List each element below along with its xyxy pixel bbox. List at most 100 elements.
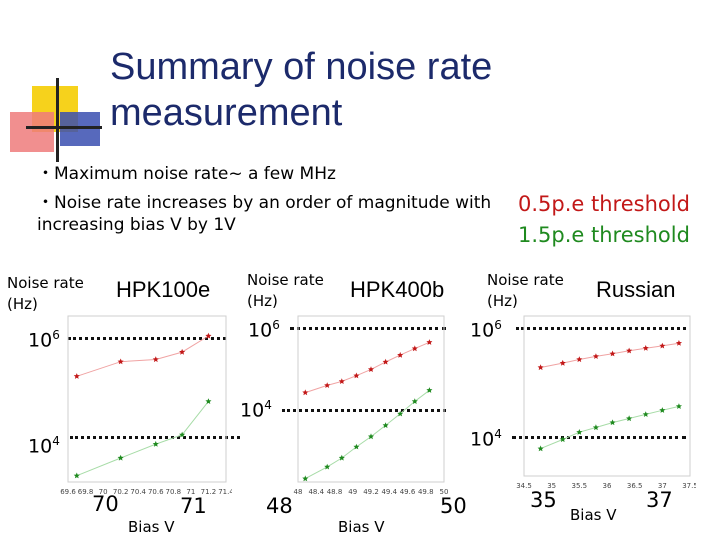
x-tick-label: 70 xyxy=(99,488,108,496)
bullet-max-rate: ・Maximum noise rate~ a few MHz xyxy=(37,164,336,184)
point-1p5pe xyxy=(411,398,418,404)
ref-line-1e6-panel-2 xyxy=(290,327,446,330)
logo-blue-block xyxy=(60,112,100,146)
point-1p5pe xyxy=(324,463,331,470)
exp4-label-panel-3: 104 xyxy=(470,427,502,451)
series-line-0p5pe xyxy=(76,335,209,377)
title-line-1: Summary of noise rate xyxy=(110,46,493,88)
logo-horizontal-rule xyxy=(26,126,102,129)
point-1p5pe xyxy=(353,443,360,450)
x-tick-label: 48 xyxy=(294,488,303,496)
ylabel-panel-2: Noise rate (Hz) xyxy=(247,270,324,312)
point-0p5pe xyxy=(426,339,433,345)
point-0p5pe xyxy=(73,373,80,379)
ref-line-1e6-panel-3 xyxy=(516,327,686,330)
point-1p5pe xyxy=(117,454,124,461)
bias-v-panel-3: Bias V xyxy=(570,506,617,524)
point-1p5pe xyxy=(609,419,616,426)
point-1p5pe xyxy=(675,403,682,409)
ref-line-1e4-panel-1 xyxy=(70,436,240,439)
x-tick-label: 37 xyxy=(658,482,667,490)
logo-red-block xyxy=(10,112,54,152)
point-1p5pe xyxy=(205,398,212,404)
panel-2-name: HPK400b xyxy=(350,277,445,302)
exp6-label-panel-3: 106 xyxy=(470,318,502,342)
x-tick-label: 49 xyxy=(348,488,357,496)
point-1p5pe xyxy=(592,424,599,431)
x-tick-label: 70.8 xyxy=(166,488,182,496)
x-tick-label: 69.8 xyxy=(78,488,94,496)
chart-russian: 34.5 35 35.5 36 36.5 37 37.5 xyxy=(516,315,696,490)
ylabel-panel-3: Noise rate (Hz) xyxy=(487,270,564,312)
x-tick-label: 49.2 xyxy=(363,488,379,496)
chart-hpk400b: 48 48.4 48.8 49 49.2 49.4 49.6 49.8 50 xyxy=(294,315,449,496)
x-left-panel-2: 48 xyxy=(266,494,293,518)
x-tick-label: 49.8 xyxy=(418,488,434,496)
series-line-1p5pe xyxy=(305,389,430,480)
x-tick-label: 36.5 xyxy=(627,482,643,490)
point-1p5pe xyxy=(576,429,583,435)
point-0p5pe xyxy=(609,350,616,357)
panel-3-name: Russian xyxy=(596,277,676,302)
point-0p5pe xyxy=(659,342,666,349)
point-0p5pe xyxy=(302,389,309,396)
ylabel-line-2: (Hz) xyxy=(7,295,38,313)
bias-v-panel-1: Bias V xyxy=(128,518,175,536)
point-1p5pe xyxy=(73,472,80,479)
series-line-0p5pe xyxy=(305,341,430,394)
point-0p5pe xyxy=(324,382,331,388)
plot-frame xyxy=(523,315,691,477)
exp6-label-panel-1: 106 xyxy=(28,328,60,352)
point-0p5pe xyxy=(559,359,566,366)
x-tick-label: 35 xyxy=(547,482,556,490)
point-1p5pe xyxy=(338,454,345,461)
series-line-1p5pe xyxy=(76,401,209,477)
x-tick-label: 49.6 xyxy=(400,488,416,496)
point-1p5pe xyxy=(559,436,566,443)
x-tick-label: 70.2 xyxy=(113,488,129,496)
exp4-label-panel-2: 104 xyxy=(240,398,272,422)
x-tick-label: 35.5 xyxy=(572,482,588,490)
x-tick-label: 70.4 xyxy=(130,488,146,496)
series-line-1p5pe xyxy=(540,405,680,450)
ylabel-line-1: Noise rate xyxy=(487,271,564,289)
point-1p5pe xyxy=(302,475,309,482)
ylabel-line-2: (Hz) xyxy=(247,292,278,310)
x-tick-label: 71.2 xyxy=(201,488,217,496)
x-tick-label: 71.4 xyxy=(218,488,232,496)
bullet-rate-increase: ・Noise rate increases by an order of mag… xyxy=(37,193,492,213)
x-tick-label: 49.4 xyxy=(381,488,397,496)
logo-vertical-rule xyxy=(56,78,59,162)
x-left-panel-1: 70 xyxy=(92,492,119,516)
point-1p5pe xyxy=(626,415,633,422)
point-1p5pe xyxy=(537,445,544,452)
ylabel-panel-1: Noise rate (Hz) xyxy=(7,273,84,315)
exp4-label-panel-1: 104 xyxy=(28,434,60,458)
panel-1-name: HPK100e xyxy=(116,277,211,302)
point-0p5pe xyxy=(592,353,599,359)
point-0p5pe xyxy=(368,366,374,372)
plot-frame xyxy=(297,315,445,483)
point-0p5pe xyxy=(152,356,159,363)
x-tick-label: 50 xyxy=(440,488,449,496)
point-1p5pe xyxy=(397,410,404,417)
x-right-panel-2: 50 xyxy=(440,494,467,518)
title-line-2: measurement xyxy=(110,92,343,134)
point-0p5pe xyxy=(179,348,186,355)
x-right-panel-1: 71 xyxy=(180,494,207,518)
x-tick-label: 34.5 xyxy=(516,482,532,490)
ref-line-1e4-panel-3 xyxy=(512,436,686,439)
point-1p5pe xyxy=(179,431,186,438)
ylabel-line-1: Noise rate xyxy=(247,271,324,289)
x-tick-label: 48.8 xyxy=(327,488,343,496)
ref-line-1e4-panel-2 xyxy=(282,409,446,412)
x-tick-label: 37.5 xyxy=(682,482,696,490)
point-1p5pe xyxy=(642,411,649,417)
point-1p5pe xyxy=(382,422,389,428)
slide-title: Summary of noise rate measurement xyxy=(110,44,630,136)
ref-line-1e6-panel-1 xyxy=(68,337,226,340)
legend-green-threshold: 1.5p.e threshold xyxy=(518,223,690,247)
point-0p5pe xyxy=(397,351,404,358)
point-0p5pe xyxy=(411,345,418,352)
x-tick-label: 48.4 xyxy=(308,488,324,496)
